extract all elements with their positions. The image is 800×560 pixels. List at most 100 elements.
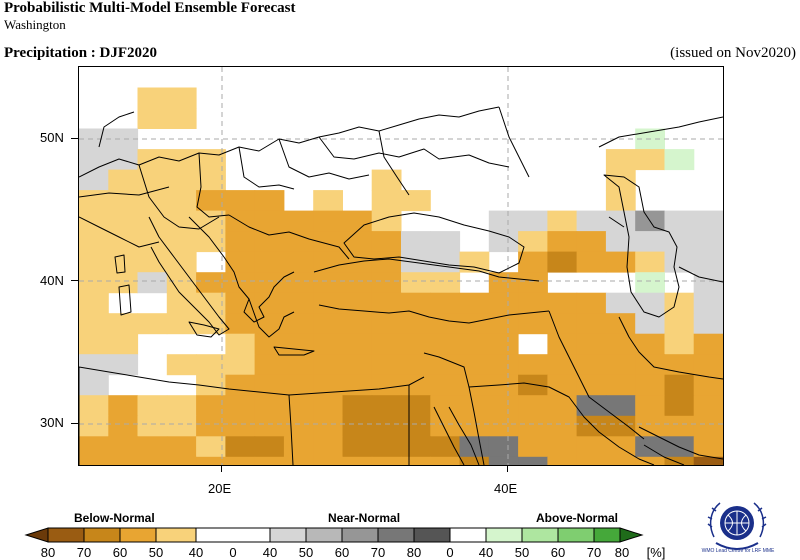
probability-cell [635, 374, 665, 396]
probability-cell [635, 354, 665, 376]
probability-cell [313, 190, 343, 212]
probability-cell [488, 354, 519, 376]
probability-cell [342, 374, 373, 396]
probability-cell [635, 231, 665, 253]
probability-cell [401, 292, 431, 314]
lon-tick [507, 465, 508, 472]
probability-cell [605, 313, 636, 335]
probability-cell [108, 395, 139, 417]
probability-cell [342, 210, 373, 232]
probability-cell [401, 374, 431, 396]
probability-cell [693, 272, 723, 294]
probability-cell [196, 354, 226, 376]
probability-cell [518, 231, 548, 253]
probability-cell [79, 313, 109, 335]
probability-cell [693, 251, 723, 273]
probability-cell [108, 149, 139, 171]
legend-swatch [593, 527, 621, 543]
probability-cell [605, 333, 636, 355]
probability-cell [196, 436, 226, 458]
probability-cell [459, 395, 490, 417]
probability-cell [371, 169, 402, 191]
probability-cell [225, 333, 256, 355]
probability-cell [225, 436, 256, 458]
probability-cell [254, 395, 285, 417]
probability-cell [664, 415, 695, 437]
probability-cell [576, 333, 607, 355]
probability-cell [605, 251, 636, 273]
probability-cell [166, 354, 197, 376]
probability-cell [196, 313, 226, 335]
probability-cell [401, 395, 431, 417]
probability-cell [371, 333, 402, 355]
probability-cell [371, 374, 402, 396]
issued-label: (issued on Nov2020) [670, 45, 796, 61]
legend-value: 0 [229, 545, 237, 560]
probability-cell [108, 231, 139, 253]
probability-cell [79, 292, 109, 314]
legend-value: 50 [298, 545, 314, 560]
probability-cell [518, 436, 548, 458]
probability-cell [518, 210, 548, 232]
legend-value: 0 [446, 545, 454, 560]
probability-cell [225, 395, 256, 417]
probability-cell [576, 456, 607, 465]
legend-above-arrow [619, 527, 644, 543]
probability-cell [137, 210, 168, 232]
legend-value: 60 [112, 545, 128, 560]
probability-cell [137, 108, 168, 129]
probability-cell [313, 333, 343, 355]
probability-cell [108, 456, 139, 465]
probability-cell [283, 415, 314, 437]
probability-cell [576, 210, 607, 232]
lat-tick [71, 423, 78, 424]
legend-swatch [341, 527, 379, 543]
legend-swatch [47, 527, 85, 543]
probability-cell [401, 313, 431, 335]
probability-cell [313, 436, 343, 458]
probability-cell [196, 292, 226, 314]
probability-cell [635, 333, 665, 355]
probability-cell [79, 374, 109, 396]
probability-cell [664, 231, 695, 253]
legend-colorbar [24, 527, 644, 543]
probability-cell [371, 354, 402, 376]
legend-value: 40 [262, 545, 278, 560]
probability-cell [430, 231, 461, 253]
probability-cell [283, 436, 314, 458]
probability-cell [518, 354, 548, 376]
legend-below-arrow [24, 527, 49, 543]
legend-value: 50 [148, 545, 164, 560]
probability-cell [108, 313, 139, 335]
probability-cell [254, 333, 285, 355]
probability-cell [79, 149, 109, 171]
probability-cell [401, 354, 431, 376]
probability-cell [254, 231, 285, 253]
probability-cell [254, 456, 285, 465]
probability-cell [166, 251, 197, 273]
probability-cell [459, 251, 490, 273]
probability-cell [371, 415, 402, 437]
legend-value: 70 [370, 545, 386, 560]
legend-below-normal-label: Below-Normal [74, 511, 155, 525]
probability-cell [401, 190, 431, 212]
legend-swatch [119, 527, 157, 543]
probability-cell [166, 272, 197, 294]
probability-cell [693, 210, 723, 232]
probability-cell [518, 415, 548, 437]
legend-swatch [485, 527, 523, 543]
probability-cell [518, 374, 548, 396]
probability-cell [664, 210, 695, 232]
probability-cell [605, 169, 636, 191]
probability-cell [254, 374, 285, 396]
probability-cell [371, 272, 402, 294]
probability-cell [283, 272, 314, 294]
probability-cell [313, 251, 343, 273]
probability-cell [313, 210, 343, 232]
probability-cell [196, 395, 226, 417]
probability-cell [459, 456, 490, 465]
probability-cell [576, 395, 607, 417]
probability-cell [547, 210, 578, 232]
probability-cell [371, 190, 402, 212]
probability-cell [196, 272, 226, 294]
